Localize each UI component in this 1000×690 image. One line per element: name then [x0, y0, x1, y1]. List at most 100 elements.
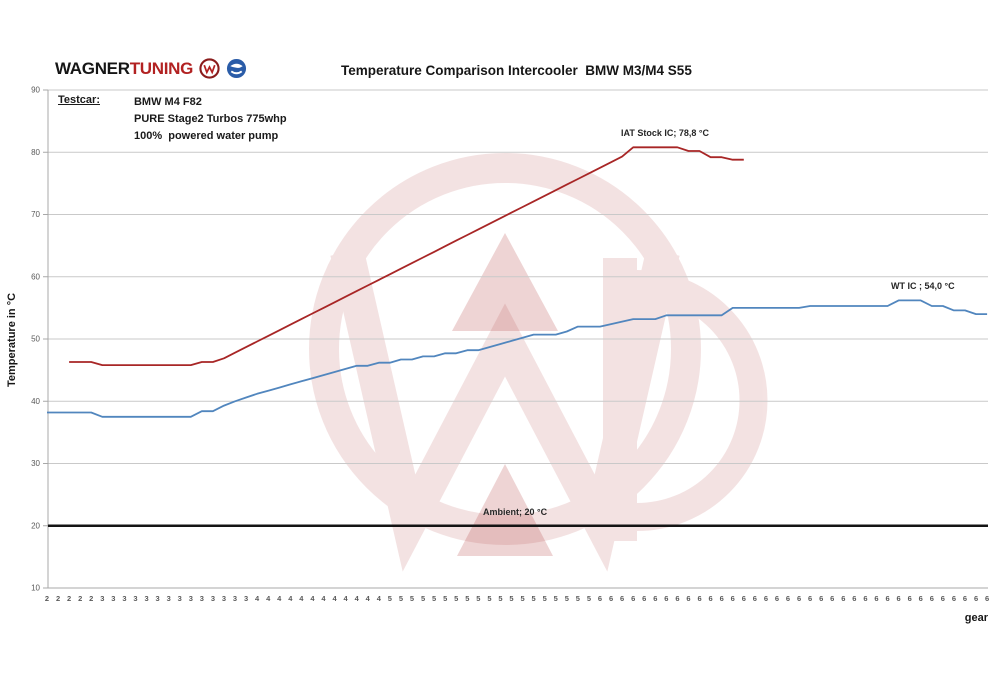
y-tick-label: 10	[31, 584, 40, 593]
x-tick-label: 6	[808, 594, 812, 603]
x-tick-label: 3	[211, 594, 215, 603]
y-tick-label: 70	[31, 210, 40, 219]
x-tick-label: 6	[874, 594, 878, 603]
x-tick-label: 3	[144, 594, 148, 603]
x-tick-label: 6	[697, 594, 701, 603]
x-tick-label: 5	[554, 594, 558, 603]
y-tick-label: 30	[31, 459, 40, 468]
series-line-wt-ic	[47, 299, 988, 418]
x-tick-label: 6	[664, 594, 668, 603]
x-tick-label: 6	[897, 594, 901, 603]
chart-title: Temperature Comparison Intercooler BMW M…	[341, 63, 692, 78]
x-tick-label: 5	[421, 594, 425, 603]
x-tick-label: 3	[167, 594, 171, 603]
x-tick-label: 3	[222, 594, 226, 603]
x-tick-label: 4	[332, 594, 337, 603]
x-tick-label: 6	[830, 594, 834, 603]
x-tick-label: 6	[919, 594, 923, 603]
testcar-line: PURE Stage2 Turbos 775whp	[133, 113, 287, 125]
x-tick-label: 4	[266, 594, 271, 603]
x-tick-label: 6	[731, 594, 735, 603]
watermark-logo	[309, 153, 768, 572]
we-badge-icon	[227, 58, 247, 79]
brand-wagner: WAGNER	[55, 58, 130, 78]
x-tick-label: 5	[565, 594, 569, 603]
annotation-layer: IAT Stock IC; 78,8 °C WT IC ; 54,0 °C Ambi…	[483, 128, 955, 517]
testcar-box: Testcar: BMW M4 F82 PURE Stage2 Turbos 7…	[58, 94, 287, 145]
x-tick-label: 6	[631, 594, 635, 603]
x-tick-label: 5	[532, 594, 536, 603]
x-tick-label: 3	[244, 594, 248, 603]
x-tick-label: 4	[321, 594, 326, 603]
x-tick-label: 3	[233, 594, 237, 603]
x-tick-label: 4	[310, 594, 315, 603]
x-tick-label: 6	[786, 594, 790, 603]
x-tick-label: 6	[742, 594, 746, 603]
x-tick-label: 3	[189, 594, 193, 603]
watermark-accent	[452, 233, 558, 556]
y-tick-label: 40	[31, 397, 40, 406]
x-tick-label: 4	[344, 594, 349, 603]
x-tick-label: 4	[299, 594, 304, 603]
x-tick-label: 6	[885, 594, 889, 603]
series-line-iat-stock-ic	[69, 146, 744, 366]
x-tick-label: 2	[67, 594, 71, 603]
x-tick-label: 6	[930, 594, 934, 603]
x-tick-label: 3	[100, 594, 104, 603]
brand-tuning: TUNING	[129, 58, 194, 78]
y-tick-label: 20	[31, 521, 40, 530]
x-tick-label: 6	[797, 594, 801, 603]
x-tick-label: 6	[974, 594, 978, 603]
x-tick-label: 5	[543, 594, 547, 603]
x-tick-label: 6	[753, 594, 757, 603]
x-tick-label: 5	[388, 594, 392, 603]
x-tick-label: 3	[200, 594, 204, 603]
x-tick-label: 3	[156, 594, 160, 603]
x-tick-label: 6	[609, 594, 613, 603]
x-tick-label: 5	[410, 594, 414, 603]
testcar-line: BMW M4 F82	[133, 96, 202, 108]
brand-logo: WAGNER TUNING	[55, 58, 247, 79]
x-tick-label: 6	[709, 594, 713, 603]
annotation-iat: IAT Stock IC; 78,8 °C	[621, 128, 709, 138]
x-tick-label: 6	[598, 594, 602, 603]
x-tick-label: 6	[908, 594, 912, 603]
x-tick-label: 3	[133, 594, 137, 603]
x-tick-label: 5	[487, 594, 491, 603]
x-tick-label: 6	[775, 594, 779, 603]
x-tick-label: 6	[675, 594, 679, 603]
x-tick-label: 4	[377, 594, 382, 603]
annotation-amb: Ambient; 20 °C	[483, 507, 548, 517]
x-tick-label: 3	[122, 594, 126, 603]
x-tick-label: 6	[963, 594, 967, 603]
wt-badge-icon	[199, 58, 220, 79]
x-tick-label: 5	[520, 594, 524, 603]
x-tick-label: 4	[255, 594, 260, 603]
series-layer	[47, 146, 988, 528]
x-tick-label: 3	[178, 594, 182, 603]
x-tick-label: 6	[841, 594, 845, 603]
x-tick-label: 6	[985, 594, 989, 603]
x-tick-label: 6	[941, 594, 945, 603]
testcar-line: 100% powered water pump	[133, 130, 279, 142]
x-tick-label: 5	[476, 594, 480, 603]
x-tick-label: 5	[576, 594, 580, 603]
y-tick-label: 80	[31, 148, 40, 157]
x-tick-label: 2	[45, 594, 49, 603]
x-tick-label: 5	[587, 594, 591, 603]
y-tick-label: 60	[31, 272, 40, 281]
x-tick-label: 6	[620, 594, 624, 603]
x-tick-label: 5	[509, 594, 513, 603]
x-tick-label: 4	[288, 594, 293, 603]
x-tick-label: 6	[819, 594, 823, 603]
x-tick-label: 3	[111, 594, 115, 603]
x-tick-label: 6	[642, 594, 646, 603]
x-tick-label: 5	[498, 594, 502, 603]
y-tick-label: 50	[31, 335, 40, 344]
x-tick-label: 6	[863, 594, 867, 603]
x-tick-label: 4	[277, 594, 282, 603]
x-tick-label: 5	[454, 594, 458, 603]
testcar-label: Testcar:	[58, 94, 100, 106]
